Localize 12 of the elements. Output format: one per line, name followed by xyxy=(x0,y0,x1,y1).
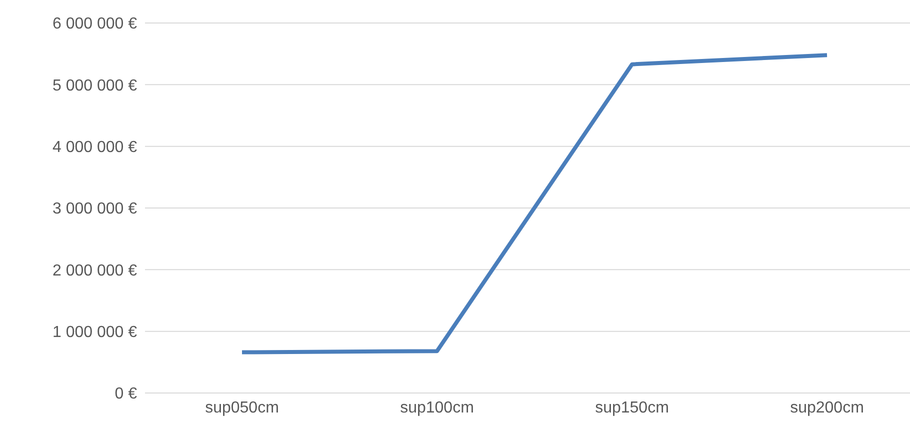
y-tick-label: 2 000 000 € xyxy=(52,262,138,280)
line-series xyxy=(240,53,829,354)
x-tick-label: sup200cm xyxy=(790,399,864,416)
x-tick-label: sup100cm xyxy=(400,399,474,416)
y-tick-label: 3 000 000 € xyxy=(52,200,138,218)
y-tick-label: 0 € xyxy=(114,386,138,403)
x-tick-label: sup150cm xyxy=(595,399,669,416)
y-tick-label: 6 000 000 € xyxy=(52,16,138,33)
x-tick-label: sup050cm xyxy=(205,399,279,416)
y-tick-label: 5 000 000 € xyxy=(52,77,138,94)
y-tick-label: 1 000 000 € xyxy=(52,324,138,342)
y-tick-label: 4 000 000 € xyxy=(52,139,138,156)
